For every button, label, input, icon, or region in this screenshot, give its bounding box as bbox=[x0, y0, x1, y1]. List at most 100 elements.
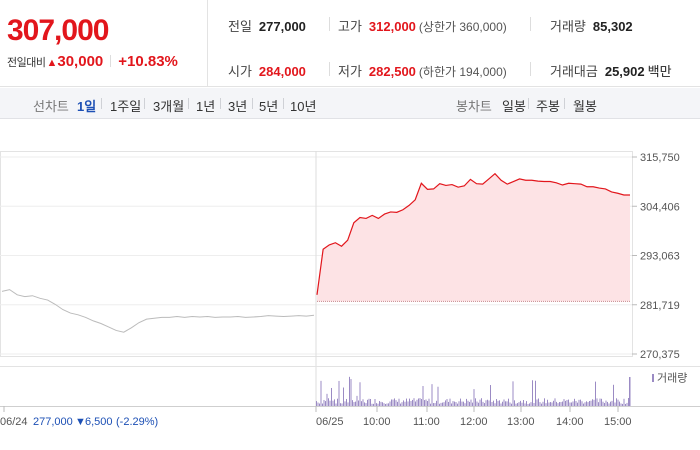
divider bbox=[528, 98, 529, 109]
volume-bar bbox=[421, 399, 422, 406]
change-label: 전일대비 bbox=[7, 57, 46, 69]
volume-bar bbox=[547, 399, 548, 406]
volume-bar bbox=[424, 400, 425, 406]
volume-bar bbox=[349, 376, 350, 406]
volume-bar bbox=[506, 401, 508, 406]
volume-bar bbox=[535, 380, 536, 406]
monthly-candle-button[interactable]: 월봉 bbox=[573, 99, 597, 114]
volume-bar bbox=[611, 400, 613, 406]
volume-bar bbox=[386, 403, 388, 406]
volume-bar bbox=[499, 400, 500, 406]
volume-bar bbox=[490, 385, 491, 406]
volume-bar bbox=[416, 399, 418, 406]
volume-bar bbox=[452, 401, 454, 406]
volume-bar bbox=[466, 398, 467, 406]
volume-bar bbox=[356, 395, 358, 406]
volume-bar bbox=[383, 403, 385, 406]
volume-bar bbox=[575, 401, 577, 406]
stat-high: 고가 312,000 (상한가 360,000) bbox=[338, 16, 507, 35]
volume-bar bbox=[395, 400, 397, 406]
volume-bar bbox=[427, 400, 428, 406]
volume-bar bbox=[355, 401, 356, 406]
period-5y-button[interactable]: 5년 bbox=[259, 99, 279, 114]
stat-open: 시가 284,000 bbox=[228, 61, 306, 80]
period-1w-button[interactable]: 1주일 bbox=[110, 99, 142, 114]
volume-bar bbox=[511, 403, 512, 406]
volume-bar bbox=[562, 401, 563, 406]
lower-limit: (하한가 194,000) bbox=[418, 65, 507, 79]
volume-bar bbox=[601, 398, 602, 406]
period-10y-button[interactable]: 10년 bbox=[290, 99, 317, 114]
volume-bar bbox=[320, 380, 322, 406]
volume-bar bbox=[341, 403, 343, 406]
divider bbox=[329, 62, 330, 76]
chart-toolbar: 선차트 1일 1주일 3개월 1년 3년 5년 10년 봉차트 일봉 주봉 월봉 bbox=[0, 88, 700, 119]
volume-bar bbox=[595, 381, 596, 406]
volume-bar bbox=[625, 403, 626, 406]
volume-bar bbox=[602, 401, 604, 406]
volume-bar bbox=[463, 401, 464, 406]
volume-bar bbox=[487, 399, 488, 406]
volume-bar bbox=[338, 380, 340, 406]
period-3m-button[interactable]: 3개월 bbox=[153, 99, 185, 114]
volume-bar bbox=[599, 398, 601, 406]
prev-day-close: 277,000 bbox=[33, 416, 73, 428]
volume-bar bbox=[608, 403, 610, 406]
volume-bar bbox=[329, 400, 331, 406]
volume-bar bbox=[521, 402, 523, 406]
volume-bar bbox=[527, 403, 529, 406]
period-3y-button[interactable]: 3년 bbox=[228, 99, 248, 114]
volume-bar bbox=[445, 400, 446, 406]
volume-bar bbox=[442, 402, 443, 406]
volume-bar bbox=[545, 403, 547, 406]
volume-bar bbox=[397, 401, 398, 406]
volume-bar bbox=[454, 401, 455, 406]
volume-bar bbox=[362, 399, 364, 406]
volume-bar bbox=[343, 387, 344, 406]
volume-bar bbox=[334, 399, 335, 406]
volume-bar bbox=[478, 402, 479, 406]
candle-chart-label: 봉차트 bbox=[456, 99, 492, 114]
volume-bar bbox=[398, 398, 400, 406]
volume-bar bbox=[328, 398, 329, 406]
volume-bars bbox=[316, 376, 631, 406]
volume-bar bbox=[529, 403, 530, 406]
volume-bar bbox=[556, 401, 557, 406]
stat-value: 277,000 bbox=[258, 19, 306, 34]
change-percent: +10.83% bbox=[118, 53, 178, 70]
volume-bar bbox=[532, 380, 533, 406]
volume-bar bbox=[473, 389, 475, 406]
volume-bar bbox=[460, 398, 461, 406]
upper-limit: (상한가 360,000) bbox=[418, 20, 507, 34]
volume-bar bbox=[434, 402, 436, 406]
volume-bar bbox=[514, 400, 515, 406]
period-1d-button[interactable]: 1일 bbox=[77, 99, 97, 114]
volume-bar bbox=[449, 398, 451, 406]
volume-bar bbox=[604, 402, 605, 406]
volume-bar bbox=[481, 398, 482, 406]
volume-bar bbox=[439, 403, 440, 406]
divider bbox=[220, 98, 221, 109]
volume-bar bbox=[373, 403, 374, 406]
volume-bar bbox=[392, 399, 394, 406]
volume-bar bbox=[508, 398, 509, 406]
prev-day-date: 06/24 bbox=[0, 416, 28, 428]
divider bbox=[530, 17, 531, 31]
volume-bar bbox=[331, 387, 332, 406]
volume-bar bbox=[461, 401, 463, 406]
weekly-candle-button[interactable]: 주봉 bbox=[536, 99, 560, 114]
volume-bar bbox=[332, 400, 334, 406]
volume-bar bbox=[488, 400, 490, 406]
volume-bar bbox=[412, 399, 413, 406]
price-summary: 307,000 전일대비▲30,000 +10.83% bbox=[0, 0, 208, 87]
volume-bar bbox=[494, 403, 496, 406]
volume-bar bbox=[472, 402, 473, 406]
volume-bar bbox=[479, 399, 481, 406]
daily-candle-button[interactable]: 일봉 bbox=[502, 99, 526, 114]
volume-bar bbox=[353, 402, 355, 406]
period-1y-button[interactable]: 1년 bbox=[196, 99, 216, 114]
volume-bar bbox=[584, 402, 586, 406]
x-axis: 06/25 10:00 11:00 12:00 13:00 14:00 15:00 bbox=[3, 406, 632, 428]
volume-bar bbox=[565, 400, 566, 406]
volume-bar bbox=[419, 398, 421, 406]
